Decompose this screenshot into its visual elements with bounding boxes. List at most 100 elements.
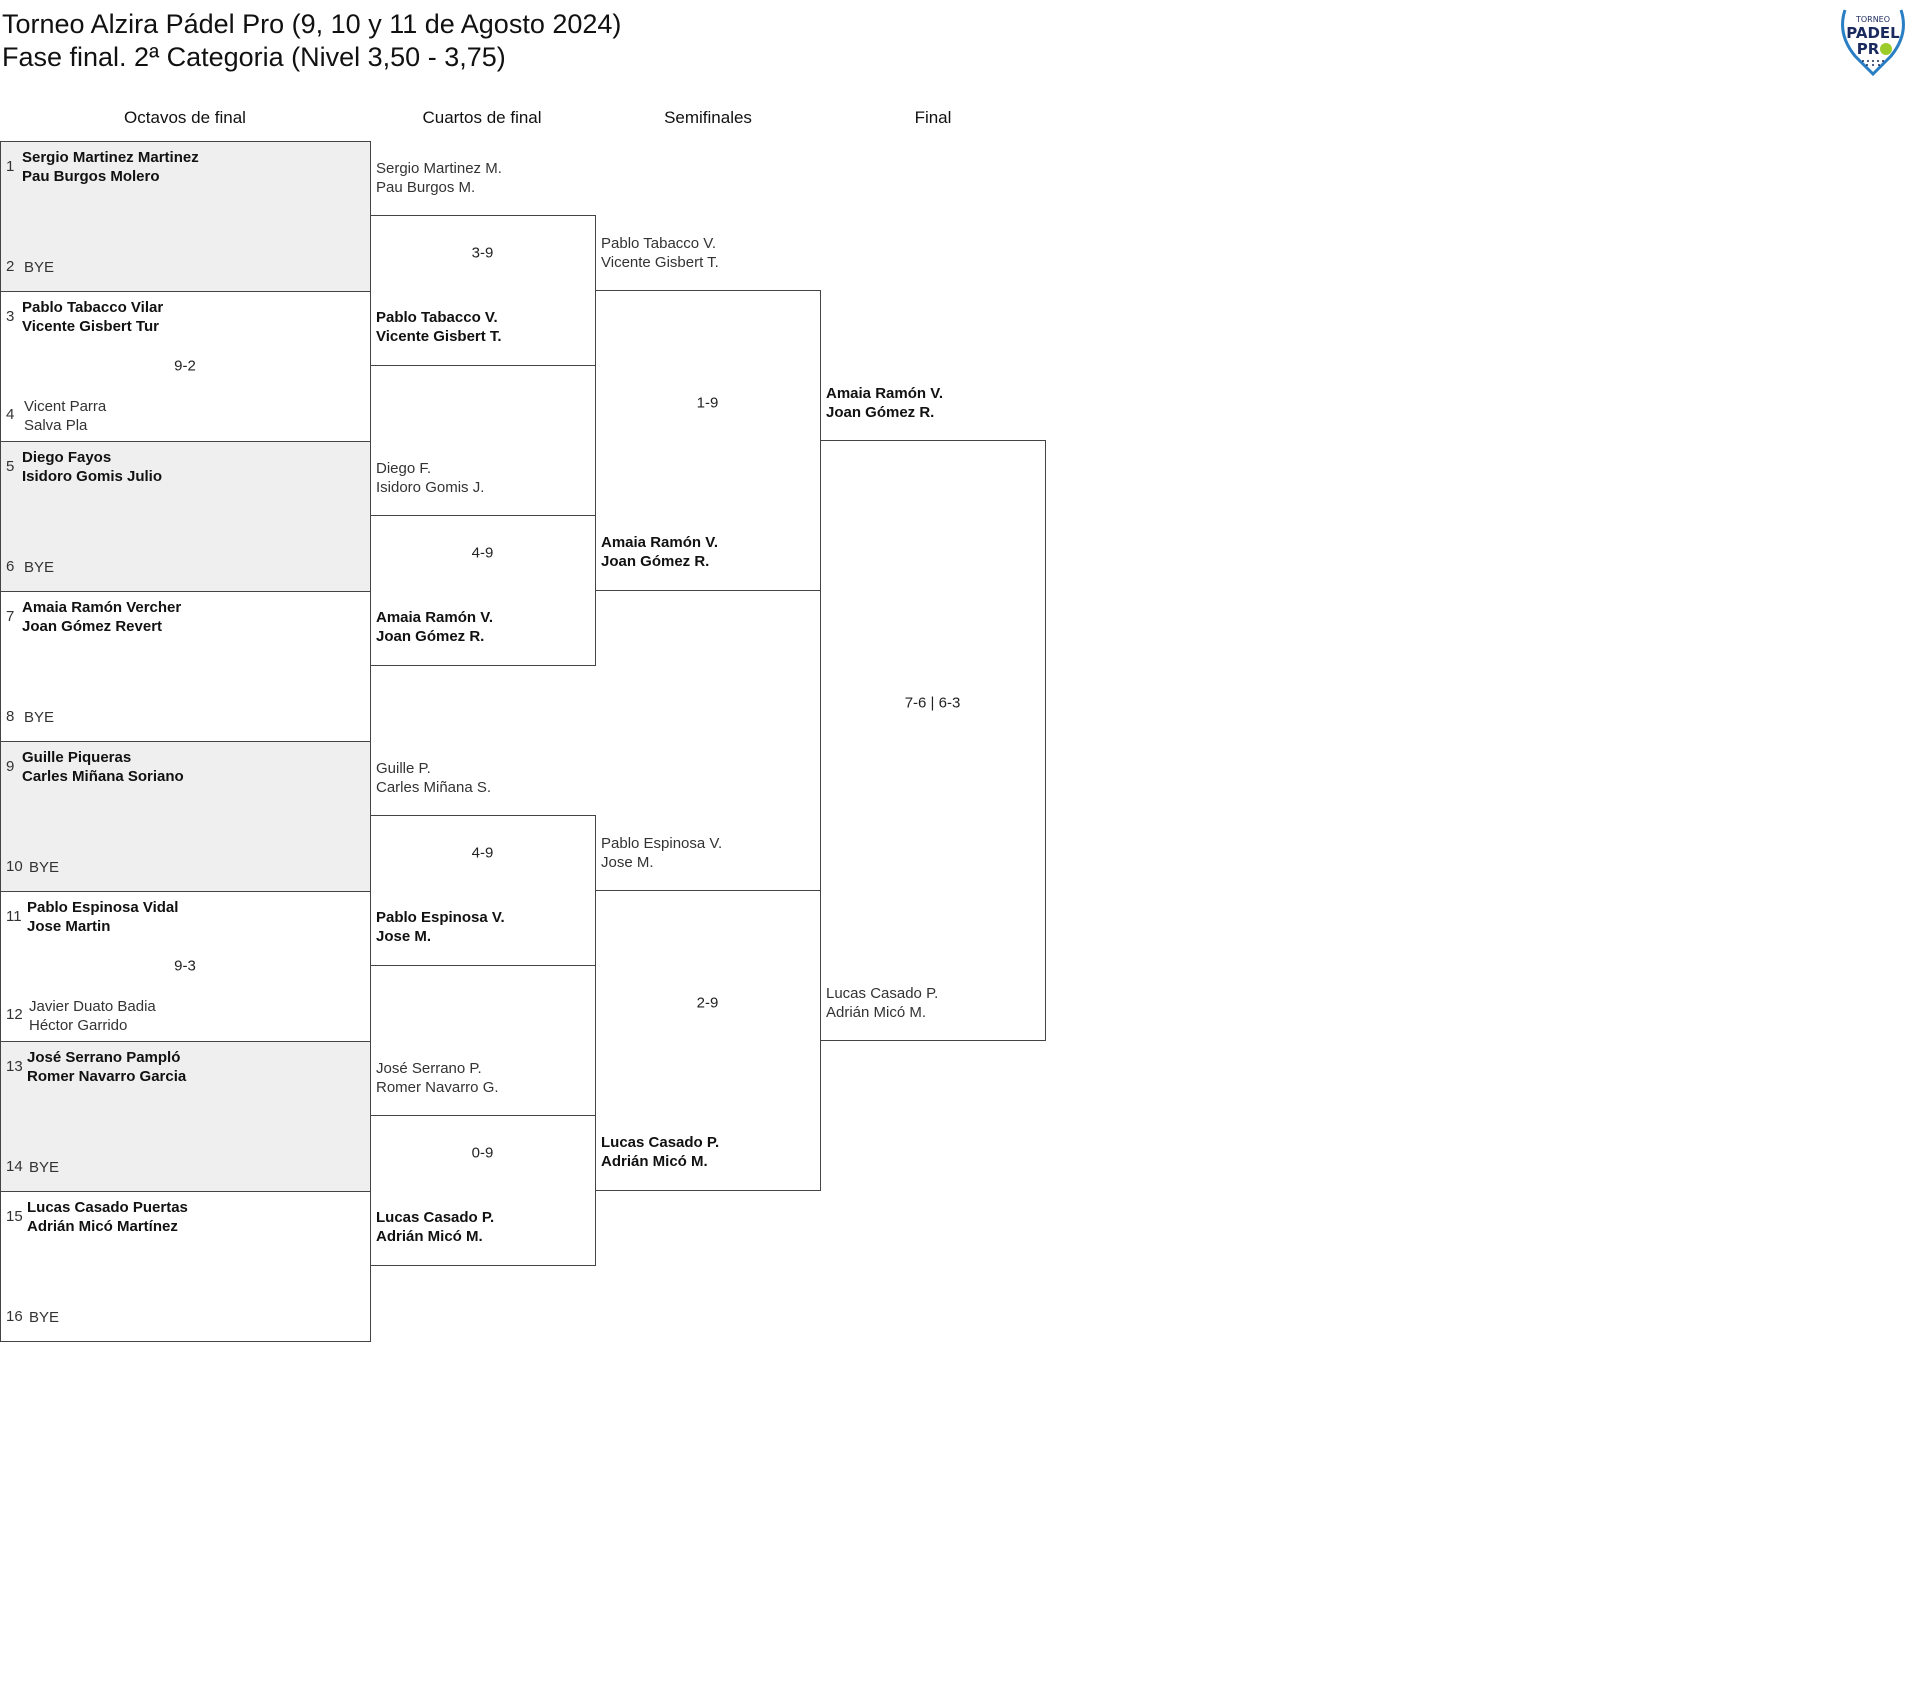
match-box [0, 441, 371, 592]
seed-number: 10 [6, 858, 23, 875]
match-score: 4-9 [471, 544, 494, 562]
player-name: Isidoro Gomis Julio [22, 467, 163, 485]
round-header: Final [914, 108, 952, 127]
seed-number: 16 [6, 1308, 23, 1325]
seed-number: 7 [6, 608, 15, 625]
team-top: Guille Piqueras Carles Miñana Soriano [22, 748, 184, 786]
player-name: Diego F. [376, 459, 432, 477]
team-top: Sergio Martinez M. Pau Burgos M. [376, 159, 502, 197]
player-name: José Serrano P. [376, 1059, 482, 1077]
team-top: Pablo Tabacco V. Vicente Gisbert T. [601, 234, 719, 272]
match-score: 0-9 [471, 1144, 494, 1162]
team-bottom: Vicent Parra Salva Pla [24, 397, 106, 435]
team-bottom: BYE [29, 1308, 59, 1327]
seed-number: 13 [6, 1058, 23, 1075]
player-name: Pablo Espinosa Vidal [27, 898, 179, 916]
player-name: Romer Navarro G. [376, 1078, 499, 1096]
team-bottom: BYE [24, 558, 54, 577]
team-bottom: Javier Duato Badia Héctor Garrido [29, 997, 156, 1035]
player-name: Vicente Gisbert Tur [22, 317, 159, 335]
match-score: 9-2 [174, 357, 196, 375]
player-name: Jose M. [601, 853, 654, 871]
seed-number: 14 [6, 1158, 23, 1175]
match-score: 7-6 | 6-3 [904, 694, 961, 712]
team-top: Sergio Martinez Martinez Pau Burgos Moler… [22, 148, 199, 186]
player-name: Pau Burgos Molero [22, 167, 160, 185]
player-name: Joan Gómez R. [601, 552, 710, 570]
player-name: BYE [24, 258, 55, 276]
player-name: Carles Miñana Soriano [22, 767, 184, 785]
match-box [0, 741, 371, 892]
seed-number: 15 [6, 1208, 23, 1225]
team-top: Amaia Ramón V. Joan Gómez R. [826, 384, 943, 422]
player-name: BYE [24, 708, 55, 726]
page-subtitle: Fase final. 2ª Categoria (Nivel 3,50 - 3… [2, 42, 506, 72]
player-name: José Serrano Pampló [27, 1048, 181, 1066]
player-name: Pablo Tabacco V. [601, 234, 717, 252]
team-bottom: Amaia Ramón V. Joan Gómez R. [601, 533, 718, 571]
player-name: BYE [24, 558, 55, 576]
svg-text:PADEL: PADEL [1846, 24, 1900, 42]
seed-number: 8 [6, 708, 15, 725]
team-bottom: Lucas Casado P. Adrián Micó M. [601, 1133, 719, 1171]
player-name: Lucas Casado P. [601, 1133, 720, 1151]
player-name: Pablo Espinosa V. [601, 834, 723, 852]
player-name: Salva Pla [24, 416, 88, 434]
player-name: Adrián Micó M. [376, 1227, 483, 1245]
team-bottom: Pablo Tabacco V. Vicente Gisbert T. [376, 308, 502, 346]
team-top: José Serrano P. Romer Navarro G. [376, 1059, 499, 1097]
seed-number: 5 [6, 458, 15, 475]
player-name: Adrián Micó Martínez [27, 1217, 178, 1235]
player-name: Romer Navarro Garcia [27, 1067, 187, 1085]
team-bottom: Pablo Espinosa V. Jose M. [376, 908, 505, 946]
svg-text:PR: PR [1857, 40, 1880, 58]
match-box [820, 440, 1046, 1041]
team-top: Guille P. Carles Miñana S. [376, 759, 491, 797]
player-name: BYE [29, 1308, 60, 1326]
seed-number: 11 [6, 908, 22, 925]
player-name: Adrián Micó M. [826, 1003, 927, 1021]
match-box [0, 1041, 371, 1192]
team-top: Diego Fayos Isidoro Gomis Julio [22, 448, 162, 486]
round-header: Cuartos de final [422, 108, 542, 127]
player-name: BYE [29, 1158, 60, 1176]
player-name: Sergio Martinez Martinez [22, 148, 199, 166]
svg-text:TORNEO: TORNEO [1855, 15, 1890, 24]
match-score: 3-9 [471, 244, 494, 262]
player-name: Pau Burgos M. [376, 178, 476, 196]
player-name: Vicent Parra [24, 397, 107, 415]
player-name: Diego Fayos [22, 448, 112, 466]
player-name: Amaia Ramón Vercher [22, 598, 182, 616]
player-name: Vicente Gisbert T. [601, 253, 719, 271]
team-bottom: BYE [29, 1158, 59, 1177]
page-title: Torneo Alzira Pádel Pro (9, 10 y 11 de A… [2, 9, 622, 39]
match-box [0, 1191, 371, 1342]
seed-number: 2 [6, 258, 15, 275]
player-name: Amaia Ramón V. [826, 384, 943, 402]
padel-pro-logo: TORNEO PADEL PR [1835, 4, 1911, 77]
match-score: 1-9 [696, 394, 719, 412]
seed-number: 3 [6, 308, 15, 325]
seed-number: 4 [6, 406, 15, 423]
team-bottom: Lucas Casado P. Adrián Micó M. [376, 1208, 494, 1246]
player-name: Lucas Casado Puertas [27, 1198, 188, 1216]
player-name: Pablo Tabacco V. [376, 308, 498, 326]
player-name: BYE [29, 858, 60, 876]
team-top: Pablo Tabacco Vilar Vicente Gisbert Tur [22, 298, 163, 336]
match-box [0, 141, 371, 292]
round-header: Semifinales [664, 108, 752, 127]
team-bottom: BYE [29, 858, 59, 877]
team-top: Pablo Espinosa V. Jose M. [601, 834, 722, 872]
player-name: Jose Martin [27, 917, 111, 935]
match-score: 2-9 [696, 994, 719, 1012]
round-header: Octavos de final [124, 108, 246, 127]
player-name: Guille Piqueras [22, 748, 132, 766]
player-name: Amaia Ramón V. [601, 533, 718, 551]
player-name: Joan Gómez R. [826, 403, 935, 421]
player-name: Lucas Casado P. [376, 1208, 495, 1226]
seed-number: 1 [6, 158, 15, 175]
player-name: Joan Gómez R. [376, 627, 485, 645]
player-name: Adrián Micó M. [601, 1152, 708, 1170]
team-bottom: Lucas Casado P. Adrián Micó M. [826, 984, 938, 1022]
seed-number: 9 [6, 758, 15, 775]
